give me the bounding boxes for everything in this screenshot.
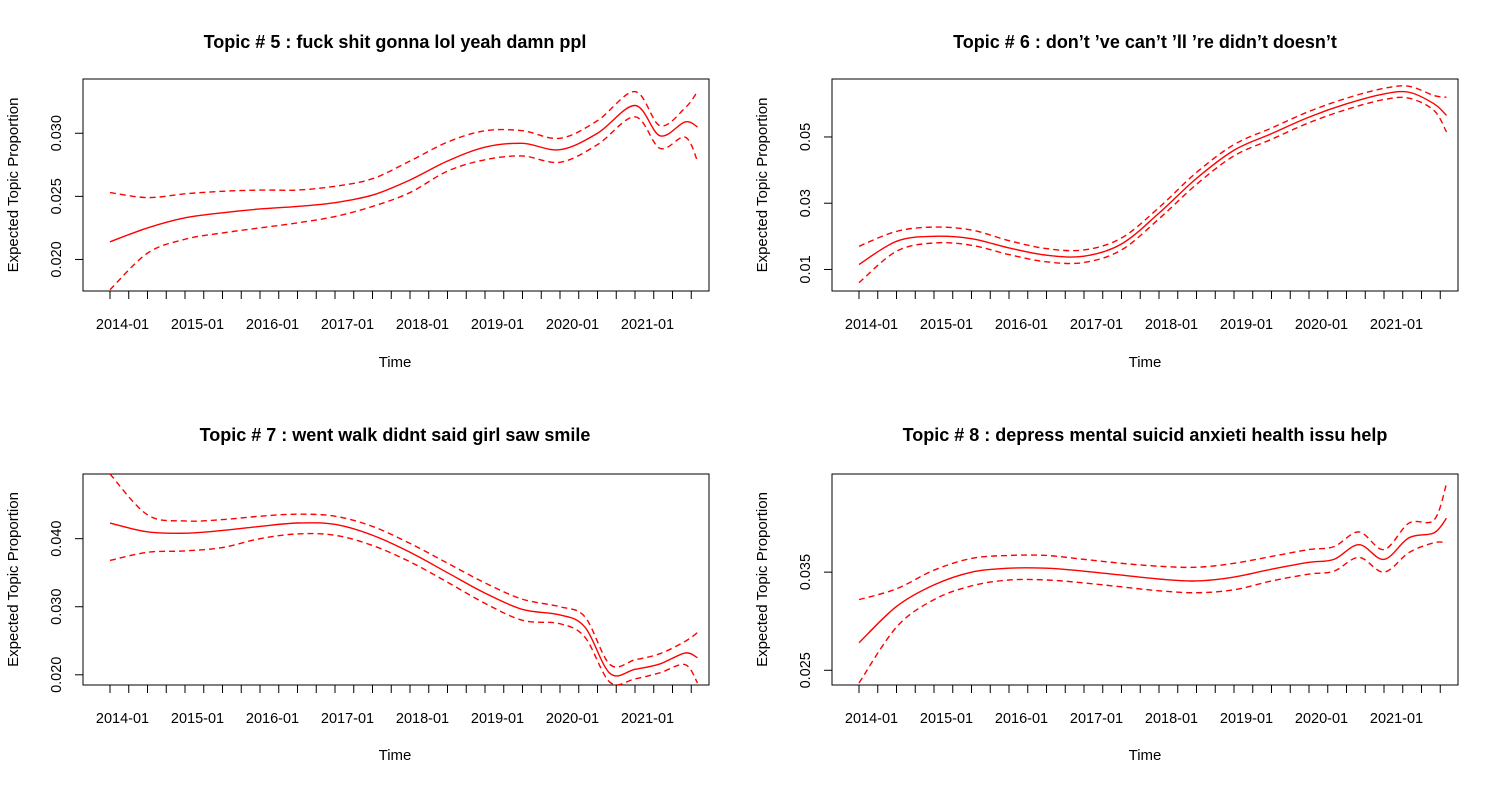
chart-title: Topic # 8 : depress mental suicid anxiet… (903, 425, 1388, 445)
y-tick-label: 0.025 (49, 178, 65, 214)
chart-panel-1: Topic # 5 : fuck shit gonna lol yeah dam… (5, 32, 710, 371)
x-tick-label: 2018-01 (396, 711, 449, 727)
x-tick-label: 2018-01 (396, 317, 449, 333)
x-tick-label: 2021-01 (621, 317, 674, 333)
series-group (109, 474, 699, 685)
y-tick-label: 0.01 (798, 255, 814, 283)
y-axis-label: Expected Topic Proportion (5, 492, 22, 667)
x-tick-label: 2014-01 (96, 711, 149, 727)
y-axis: 0.01 0.03 0.05 (798, 123, 832, 284)
upper-ci-line (109, 474, 698, 668)
x-tick-label: 2019-01 (1220, 317, 1273, 333)
x-axis-label: Time (379, 354, 412, 371)
chart-title: Topic # 6 : don’t ’ve can’t ’ll ’re didn… (953, 32, 1337, 52)
plot-frame (82, 473, 710, 686)
y-tick-label: 0.030 (49, 589, 65, 625)
estimate-line (109, 104, 698, 243)
x-tick-label: 2014-01 (845, 317, 898, 333)
x-tick-label: 2021-01 (621, 711, 674, 727)
y-tick-label: 0.035 (798, 554, 814, 590)
x-tick-label: 2015-01 (920, 317, 973, 333)
y-axis: 0.020 0.025 0.030 (49, 115, 83, 278)
series-group (109, 90, 699, 291)
x-tick-label: 2019-01 (471, 317, 524, 333)
series-group (858, 483, 1448, 684)
x-tick-label: 2015-01 (171, 317, 224, 333)
x-tick-label: 2016-01 (995, 711, 1048, 727)
x-tick-label: 2016-01 (246, 317, 299, 333)
plot-frame (82, 78, 710, 292)
x-axis-label: Time (379, 747, 412, 764)
x-tick-label: 2018-01 (1145, 711, 1198, 727)
chart-panel-4: Topic # 8 : depress mental suicid anxiet… (754, 425, 1459, 764)
plot-frame (831, 473, 1459, 686)
y-tick-label: 0.020 (49, 241, 65, 277)
x-tick-label: 2017-01 (321, 317, 374, 333)
x-axis: 2014-01 2015-01 2016-01 2017-01 2018-01 2019-… (845, 291, 1441, 333)
upper-ci-line (858, 483, 1448, 601)
chart-panel-3: Topic # 7 : went walk didnt said girl sa… (5, 425, 710, 764)
x-tick-label: 2017-01 (1070, 317, 1123, 333)
chart-title: Topic # 7 : went walk didnt said girl sa… (200, 425, 591, 445)
x-tick-label: 2020-01 (546, 711, 599, 727)
y-tick-label: 0.03 (798, 189, 814, 217)
lower-ci-line (858, 96, 1448, 284)
upper-ci-line (858, 85, 1447, 252)
y-tick-label: 0.025 (798, 652, 814, 688)
x-tick-label: 2020-01 (1295, 711, 1348, 727)
x-tick-label: 2014-01 (845, 711, 898, 727)
x-axis-label: Time (1129, 747, 1162, 764)
x-tick-label: 2021-01 (1370, 317, 1423, 333)
estimate-line (858, 517, 1448, 644)
x-tick-label: 2016-01 (246, 711, 299, 727)
estimate-line (858, 90, 1447, 266)
lower-ci-line (858, 541, 1447, 684)
x-tick-label: 2019-01 (471, 711, 524, 727)
chart-title: Topic # 5 : fuck shit gonna lol yeah dam… (204, 32, 587, 52)
x-tick-label: 2020-01 (546, 317, 599, 333)
upper-ci-line (109, 90, 699, 199)
x-tick-label: 2018-01 (1145, 317, 1198, 333)
y-axis-label: Expected Topic Proportion (754, 492, 771, 667)
y-axis-label: Expected Topic Proportion (754, 98, 771, 273)
lower-ci-line (109, 532, 699, 685)
x-axis: 2014-01 2015-01 2016-01 2017-01 2018-01 2019-… (845, 685, 1441, 727)
series-group (858, 85, 1448, 284)
x-axis: 2014-01 2015-01 2016-01 2017-01 2018-01 2019-… (96, 685, 692, 727)
x-tick-label: 2020-01 (1295, 317, 1348, 333)
x-axis-label: Time (1129, 354, 1162, 371)
y-tick-label: 0.040 (49, 521, 65, 557)
x-tick-label: 2015-01 (920, 711, 973, 727)
chart-panel-2: Topic # 6 : don’t ’ve can’t ’ll ’re didn… (754, 32, 1459, 371)
y-tick-label: 0.020 (49, 657, 65, 693)
x-tick-label: 2016-01 (995, 317, 1048, 333)
x-axis: 2014-01 2015-01 2016-01 2017-01 2018-01 2019-… (96, 291, 692, 333)
x-tick-label: 2014-01 (96, 317, 149, 333)
y-tick-label: 0.030 (49, 115, 65, 151)
estimate-line (109, 522, 698, 677)
x-tick-label: 2017-01 (321, 711, 374, 727)
y-axis: 0.020 0.030 0.040 (49, 521, 83, 693)
y-axis-label: Expected Topic Proportion (5, 98, 22, 273)
y-tick-label: 0.05 (798, 123, 814, 151)
x-tick-label: 2021-01 (1370, 711, 1423, 727)
x-tick-label: 2015-01 (171, 711, 224, 727)
lower-ci-line (109, 116, 699, 291)
x-tick-label: 2017-01 (1070, 711, 1123, 727)
y-axis: 0.025 0.035 (798, 554, 832, 688)
x-tick-label: 2019-01 (1220, 711, 1273, 727)
plot-frame (831, 78, 1459, 292)
